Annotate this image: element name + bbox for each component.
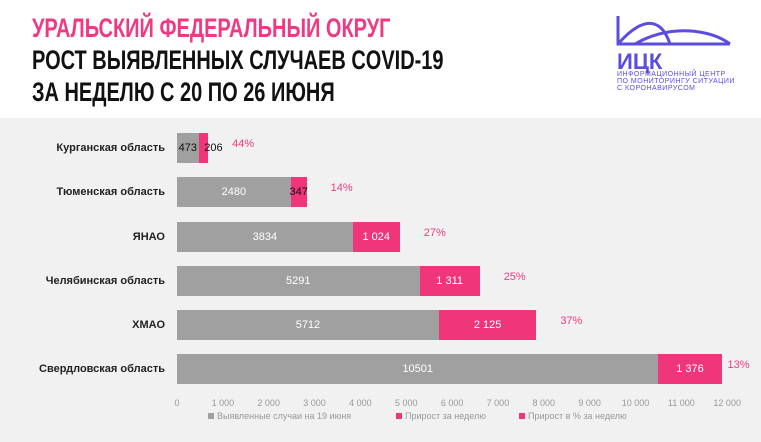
x-tick-label: 2 000	[257, 398, 280, 408]
label-growth-pct: 13%	[727, 359, 750, 371]
title-region: УРАЛЬСКИЙ ФЕДЕРАЛЬНЫЙ ОКРУГ	[32, 13, 391, 43]
label-growth: 1 376	[676, 363, 704, 375]
bar-cases	[177, 133, 199, 163]
legend-label: Прирост в % за неделю	[528, 411, 627, 421]
bar-cases	[177, 310, 439, 340]
logo-text: ИЦК	[617, 49, 663, 74]
logo-sub-3: С КОРОНАВИРУСОМ	[617, 85, 696, 92]
legend-item-cases: Выявленные случаи на 19 июня	[208, 411, 351, 421]
label-cases: 473	[178, 142, 198, 154]
label-growth: 347	[289, 186, 308, 198]
label-growth: 2 125	[473, 319, 502, 331]
category-label: ХМАО	[132, 319, 165, 331]
bar-growth	[290, 177, 307, 207]
bar-growth	[352, 222, 400, 252]
label-growth-pct: 27%	[423, 227, 446, 239]
x-tick-label: 7 000	[486, 398, 510, 408]
legend-swatch	[208, 413, 214, 419]
label-growth-pct: 37%	[560, 315, 583, 327]
bar-cases	[177, 266, 420, 296]
legend-swatch	[396, 413, 402, 419]
title-period: ЗА НЕДЕЛЮ С 20 ПО 26 ИЮНЯ	[32, 77, 335, 107]
label-growth-pct: 25%	[503, 271, 526, 283]
label-cases: 5291	[286, 275, 311, 287]
bar-cases	[177, 177, 291, 207]
category-label: Свердловская область	[39, 363, 165, 375]
bar-cases	[177, 354, 659, 384]
bar-cases	[177, 222, 353, 252]
legend-item-growth: Прирост за неделю	[396, 411, 486, 421]
x-tick-label: 11 000	[667, 398, 695, 408]
logo-sub-2: ПО МОНИТОРИНГУ СИТУАЦИИ	[617, 78, 735, 85]
label-growth: 1 311	[436, 275, 463, 287]
title-main: РОСТ ВЫЯВЛЕННЫХ СЛУЧАЕВ COVID-19	[32, 45, 444, 75]
x-tick-label: 10 000	[621, 398, 650, 408]
category-label: ЯНАО	[132, 231, 165, 243]
label-growth: 1 024	[362, 231, 391, 243]
x-tick-label: 9 000	[578, 398, 601, 408]
label-cases: 3834	[252, 231, 278, 243]
legend-swatch	[519, 413, 525, 419]
x-tick-label: 6 000	[440, 398, 464, 408]
category-label: Челябинская область	[45, 275, 165, 287]
label-cases: 2480	[221, 186, 247, 198]
bar-growth	[419, 266, 480, 296]
legend-label: Выявленные случаи на 19 июня	[217, 411, 352, 421]
x-tick-label: 0	[174, 398, 180, 408]
x-tick-label: 12 000	[713, 398, 741, 408]
legend-item-growth-pct: Прирост в % за неделю	[519, 411, 627, 421]
bar-growth	[438, 310, 537, 340]
legend-label: Прирост за неделю	[405, 411, 487, 421]
logo-icon: ИЦК	[616, 16, 731, 74]
label-cases: 5712	[295, 319, 321, 331]
x-tick-label: 8 000	[532, 398, 556, 408]
x-tick-label: 4 000	[349, 398, 372, 408]
label-growth-pct: 14%	[330, 182, 353, 194]
label-growth-pct: 44%	[232, 138, 255, 150]
logo-sub-1: ИНФОРМАЦИОННЫЙ ЦЕНТР	[617, 71, 726, 78]
bar-growth	[658, 354, 722, 384]
category-label: Курганская область	[56, 142, 165, 154]
category-label: Тюменская область	[56, 186, 165, 198]
x-tick-label: 5 000	[394, 398, 418, 408]
x-tick-label: 1 000	[211, 398, 235, 408]
label-growth: 206	[204, 142, 223, 154]
x-tick-label: 3 000	[303, 398, 326, 408]
label-cases: 10501	[402, 363, 434, 375]
bar-growth	[198, 133, 209, 163]
